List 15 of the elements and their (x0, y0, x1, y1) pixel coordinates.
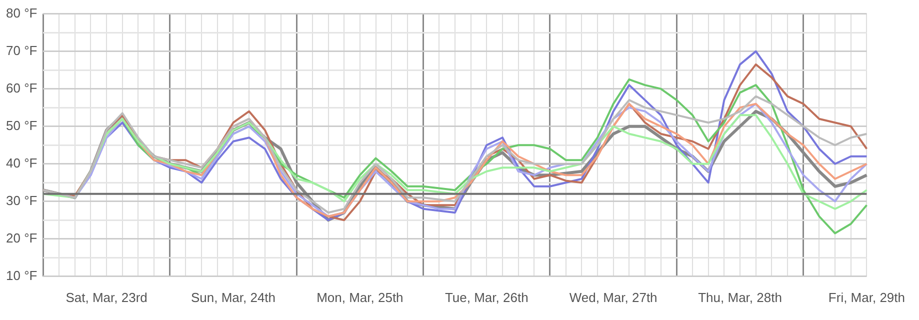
x-tick-label: Sun, Mar, 24th (190, 290, 276, 305)
y-tick-label: 30 °F (6, 192, 38, 208)
x-tick-label: Thu, Mar, 28th (698, 290, 782, 305)
x-tick-label: Wed, Mar, 27th (569, 290, 658, 305)
x-tick-label: Mon, Mar, 25th (316, 290, 404, 305)
y-tick-label: 70 °F (6, 42, 38, 58)
x-tick-label: Tue, Mar, 26th (444, 290, 528, 305)
x-tick-label: Sat, Mar, 23rd (66, 290, 148, 305)
y-tick-label: 40 °F (6, 155, 38, 170)
x-tick-label: Fri, Mar, 29th (828, 290, 905, 305)
y-tick-label: 20 °F (6, 230, 38, 246)
y-tick-label: 10 °F (6, 268, 38, 283)
y-tick-label: 60 °F (6, 80, 38, 96)
y-tick-label: 80 °F (6, 5, 38, 20)
y-tick-label: 50 °F (6, 118, 38, 133)
